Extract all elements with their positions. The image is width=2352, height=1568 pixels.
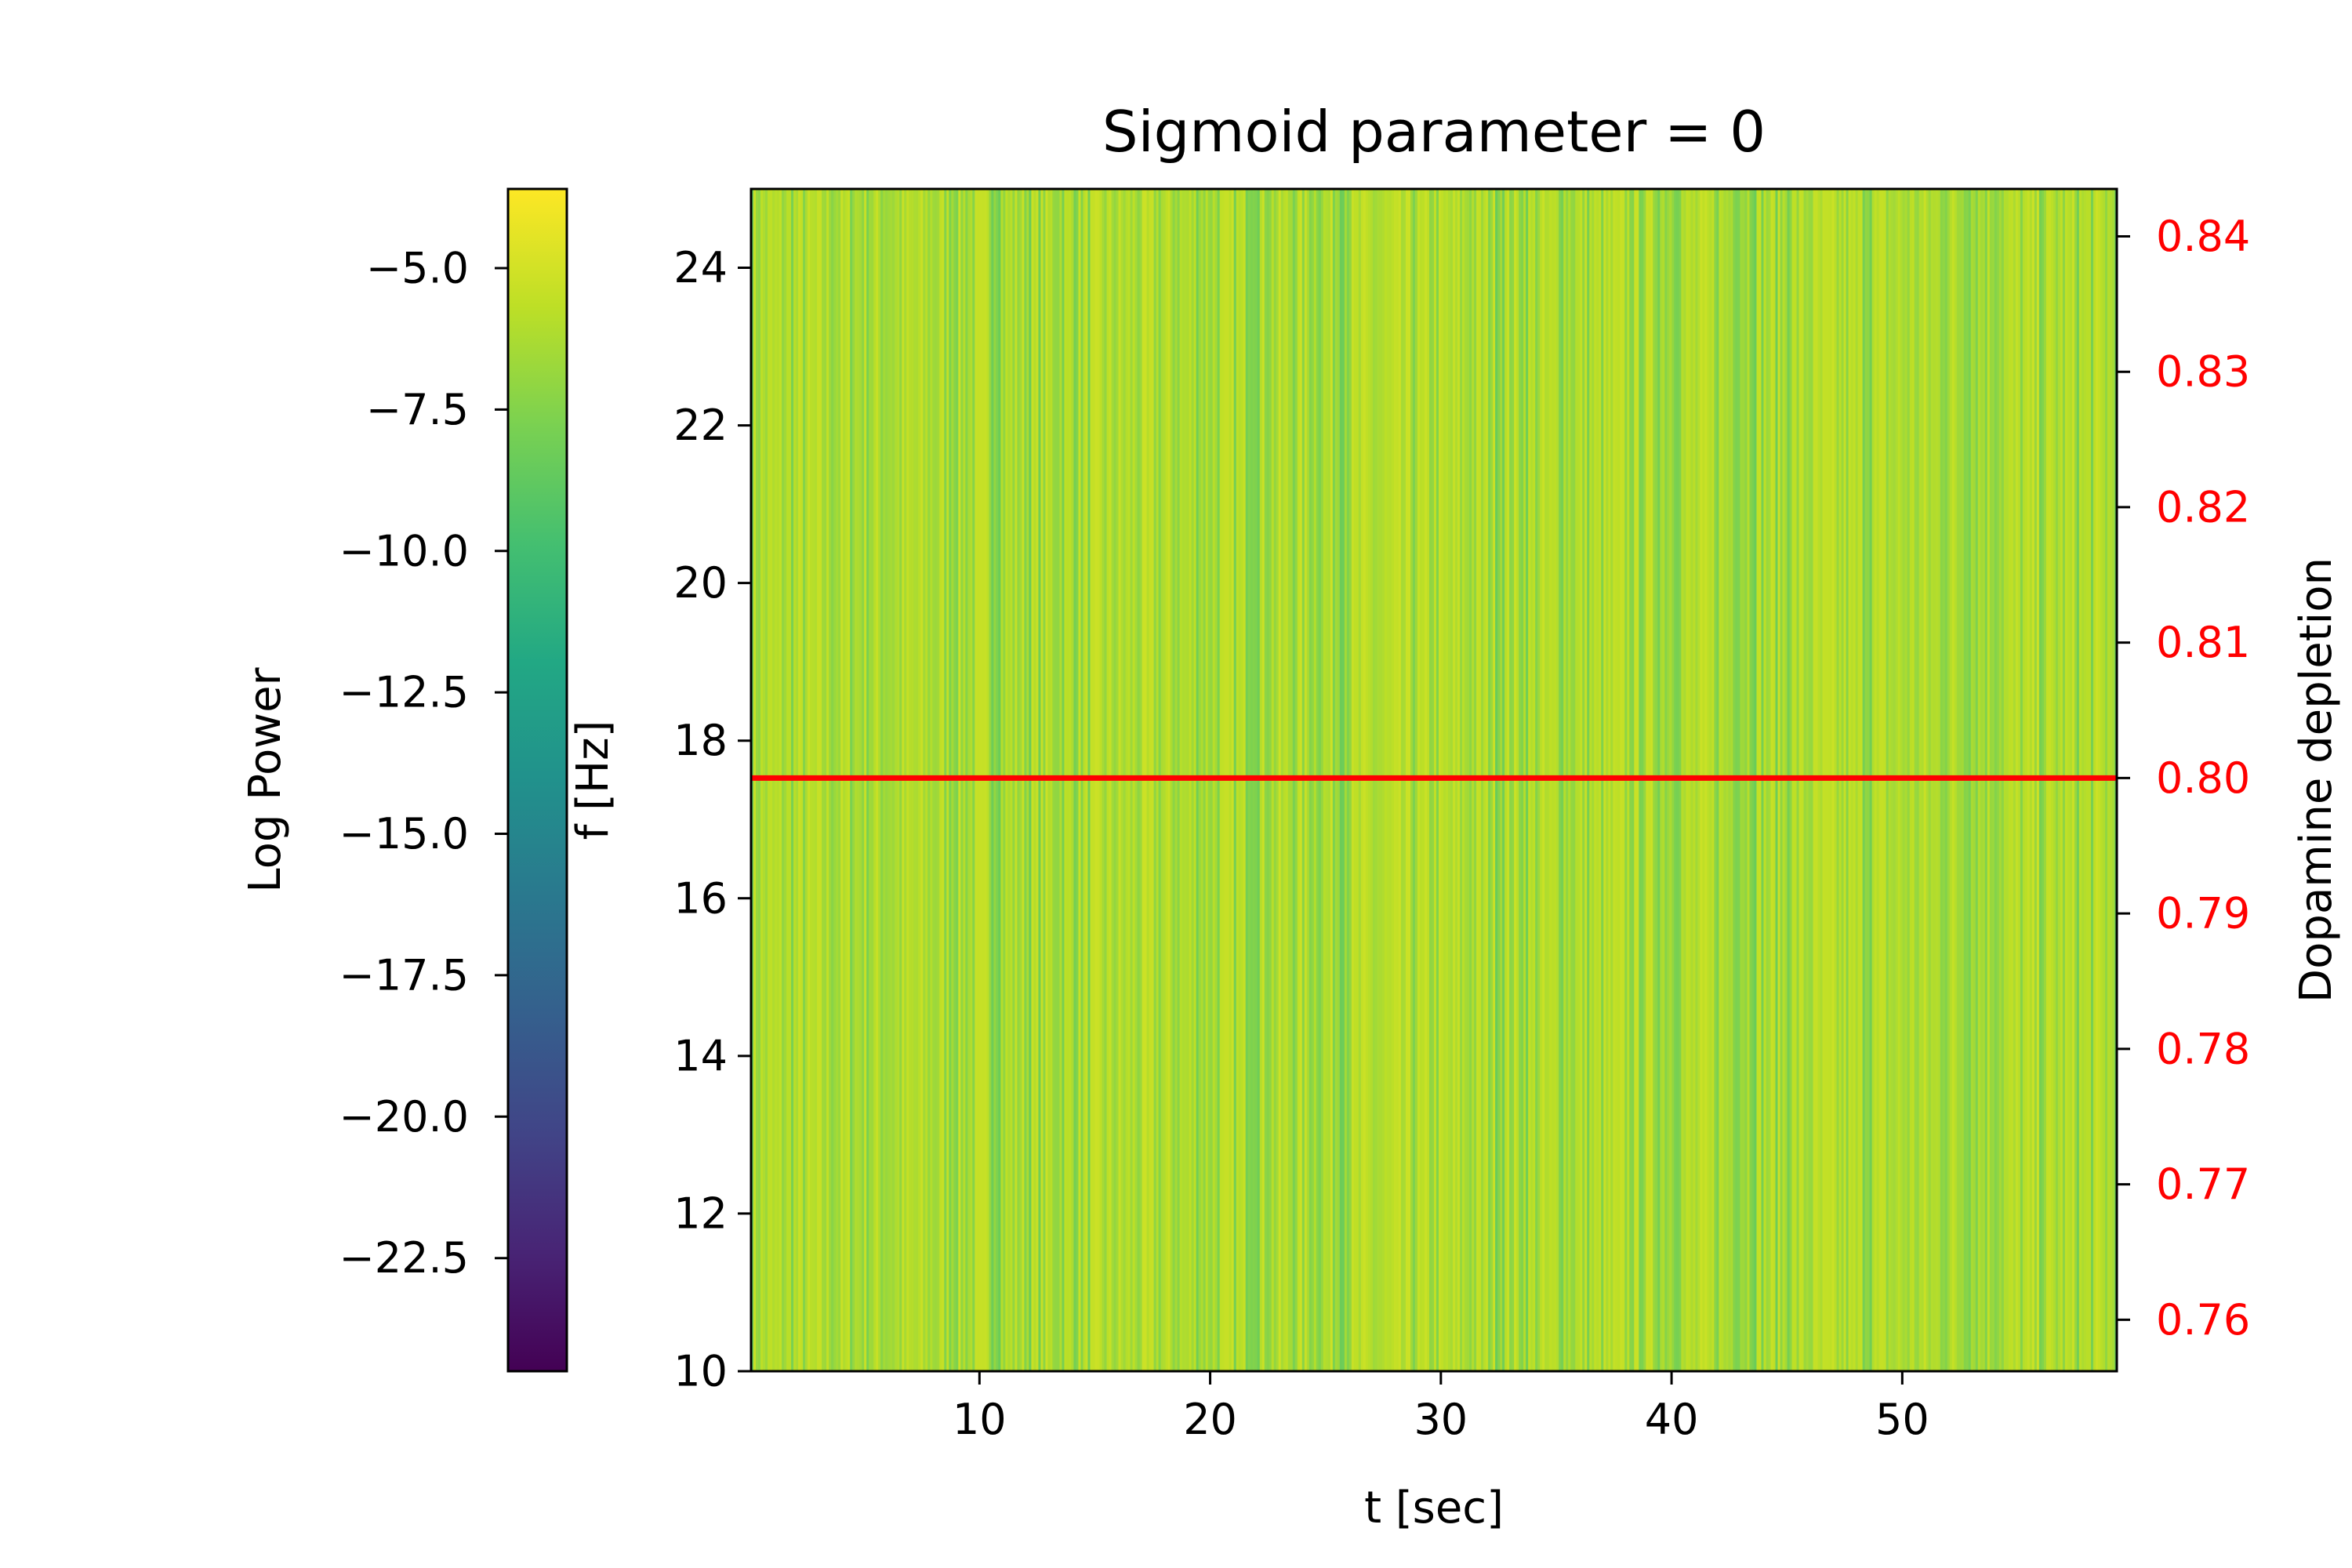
x-tick-label: 20: [1183, 1395, 1237, 1444]
colorbar-tick-label: −7.5: [366, 385, 469, 434]
right-tick-label: 0.80: [2156, 753, 2250, 803]
y-tick-label: 12: [673, 1189, 728, 1238]
right-tick-label: 0.84: [2156, 212, 2250, 261]
colorbar-tick-label: −22.5: [339, 1233, 469, 1283]
right-tick-label: 0.81: [2156, 618, 2250, 667]
colorbar-tick-label: −10.0: [339, 526, 469, 575]
y-tick-label: 18: [673, 716, 728, 765]
right-tick-label: 0.82: [2156, 482, 2250, 532]
y-axis-ticks: 10 12 14 16 18 20 22 24: [673, 243, 751, 1396]
colorbar-tick-label: −15.0: [339, 809, 469, 858]
x-axis-title: t [sec]: [1364, 1483, 1504, 1534]
colorbar-tick-label: −5.0: [366, 244, 469, 293]
x-axis-ticks: 10 20 30 40 50: [953, 1371, 1929, 1444]
x-tick-label: 30: [1414, 1395, 1468, 1444]
colorbar: −5.0 −7.5 −10.0 −12.5 −15.0 −17.5 −20.0 −22.5 L…: [240, 187, 568, 1373]
colorbar-label: Log Power: [240, 666, 291, 892]
y-tick-label: 14: [673, 1031, 728, 1080]
y-tick-label: 16: [673, 873, 728, 923]
colorbar-tick-label: −12.5: [339, 668, 469, 717]
colorbar-gradient: [506, 187, 568, 1373]
colorbar-tick-label: −17.5: [339, 950, 469, 1000]
heatmap: [751, 189, 2117, 1371]
y-tick-label: 22: [673, 401, 728, 450]
colorbar-ticks: −5.0 −7.5 −10.0 −12.5 −15.0 −17.5 −20.0 −22.5: [339, 244, 508, 1283]
x-tick-label: 10: [953, 1395, 1007, 1444]
y-tick-label: 20: [673, 558, 728, 608]
x-tick-label: 40: [1645, 1395, 1699, 1444]
right-tick-label: 0.83: [2156, 347, 2250, 397]
chart-title: Sigmoid parameter = 0: [1102, 99, 1766, 165]
right-axis-ticks: 0.76 0.77 0.78 0.79 0.80 0.81 0.82 0.83 0.84: [2117, 212, 2250, 1345]
x-tick-label: 50: [1875, 1395, 1929, 1444]
right-tick-label: 0.79: [2156, 889, 2250, 938]
y-tick-label: 24: [673, 243, 728, 292]
y-axis-title: f [Hz]: [568, 720, 619, 840]
right-tick-label: 0.76: [2156, 1295, 2250, 1345]
y-tick-label: 10: [673, 1347, 728, 1396]
plot-frame: [750, 187, 2118, 1373]
right-tick-label: 0.78: [2156, 1024, 2250, 1073]
right-axis-title: Dopamine depletion: [2291, 557, 2342, 1003]
colorbar-tick-label: −20.0: [339, 1092, 469, 1142]
right-tick-label: 0.77: [2156, 1160, 2250, 1209]
